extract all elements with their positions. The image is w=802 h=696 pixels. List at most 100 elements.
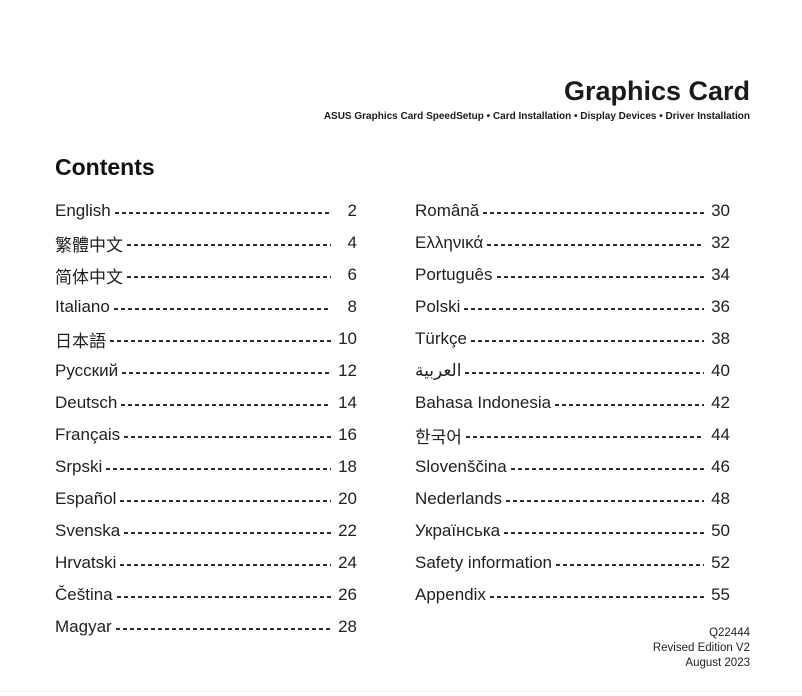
toc-dash-leader — [464, 308, 704, 310]
toc-page-number: 30 — [711, 201, 730, 220]
toc-row[interactable]: Bahasa Indonesia 42 — [415, 387, 730, 419]
toc-dash-leader — [496, 276, 704, 278]
toc-row[interactable]: Français 16 — [55, 419, 357, 451]
toc-label: Українська — [415, 521, 501, 540]
toc-label: Italiano — [55, 297, 110, 316]
toc-label: Magyar — [55, 617, 112, 636]
toc-label: Русский — [55, 361, 119, 380]
toc-row[interactable]: Appendix 55 — [415, 579, 730, 611]
toc-row[interactable]: العربية 40 — [415, 355, 730, 387]
edition-label: Revised Edition V2 — [652, 642, 750, 654]
toc-label: Appendix — [415, 585, 486, 604]
toc-row[interactable]: Magyar 28 — [55, 611, 357, 643]
toc-row[interactable]: English 2 — [55, 195, 357, 227]
toc-row[interactable]: Čeština 26 — [55, 579, 357, 611]
toc-page-number: 20 — [338, 489, 357, 508]
toc-page-number: 40 — [711, 361, 730, 380]
toc-label: Ελληνικά — [415, 233, 484, 252]
toc-label: 日本語 — [55, 331, 106, 351]
toc-row[interactable]: Srpski 18 — [55, 451, 357, 483]
toc-page-number: 8 — [347, 297, 357, 316]
toc-label: 简体中文 — [55, 267, 123, 287]
revision-block: Q22444 Revised Edition V2 August 2023 — [653, 626, 750, 671]
toc-label: Deutsch — [55, 393, 118, 412]
toc-label: Safety information — [415, 553, 553, 572]
toc-page-number: 32 — [711, 233, 730, 252]
toc-row[interactable]: Svenska 22 — [55, 515, 357, 547]
toc-page-number: 38 — [711, 329, 730, 348]
toc-dash-leader — [110, 340, 331, 342]
toc-row[interactable]: Slovenščina 46 — [415, 451, 730, 483]
toc-page-number: 52 — [711, 553, 730, 572]
toc-row[interactable]: Русский 12 — [55, 355, 357, 387]
toc-dash-leader — [116, 596, 331, 598]
toc-row[interactable]: Română 30 — [415, 195, 730, 227]
toc-row[interactable]: 한국어 44 — [415, 419, 730, 451]
toc-label: 한국어 — [415, 427, 462, 447]
toc-row[interactable]: 简体中文 6 — [55, 259, 357, 291]
document-title: Graphics Card — [563, 76, 750, 106]
part-number: Q22444 — [709, 627, 750, 639]
toc-page-number: 22 — [338, 521, 357, 540]
toc-dash-leader — [489, 596, 704, 598]
toc-dash-leader — [483, 212, 704, 214]
toc-dash-leader — [465, 436, 704, 438]
toc-label: Nederlands — [415, 489, 502, 508]
toc-dash-leader — [505, 500, 704, 502]
toc-label: Slovenščina — [415, 457, 507, 476]
toc-page-number: 14 — [338, 393, 357, 412]
contents-heading: Contents — [55, 154, 155, 180]
toc-page-number: 18 — [338, 457, 357, 476]
toc-row[interactable]: Hrvatski 24 — [55, 547, 357, 579]
toc-row[interactable]: Türkçe 38 — [415, 323, 730, 355]
toc-dash-leader — [127, 276, 331, 278]
toc-page-number: 48 — [711, 489, 730, 508]
toc-label: Bahasa Indonesia — [415, 393, 552, 412]
toc-row[interactable]: Italiano 8 — [55, 291, 357, 323]
toc-row[interactable]: Safety information 52 — [415, 547, 730, 579]
toc-row[interactable]: Polski 36 — [415, 291, 730, 323]
toc-dash-leader — [487, 244, 704, 246]
toc-page-number: 4 — [347, 233, 357, 252]
toc-dash-leader — [510, 468, 704, 470]
document-subtitle: ASUS Graphics Card SpeedSetup • Card Ins… — [323, 111, 750, 122]
toc-page-number: 6 — [347, 265, 357, 284]
toc-dash-leader — [124, 532, 331, 534]
toc-label: Türkçe — [415, 329, 467, 348]
toc-dash-leader — [556, 564, 704, 566]
toc-dash-leader — [114, 212, 331, 214]
toc-dash-leader — [120, 564, 331, 566]
toc-label: Čeština — [55, 585, 113, 604]
toc-label: Polski — [415, 297, 461, 316]
toc-label: English — [55, 201, 111, 220]
toc-row[interactable]: Nederlands 48 — [415, 483, 730, 515]
toc-page-number: 34 — [711, 265, 730, 284]
toc-row[interactable]: Deutsch 14 — [55, 387, 357, 419]
toc-page-number: 42 — [711, 393, 730, 412]
toc-page-number: 26 — [338, 585, 357, 604]
toc-page-number: 44 — [711, 425, 730, 444]
toc-row[interactable]: 繁體中文 4 — [55, 227, 357, 259]
toc-column-left: English 2 繁體中文 4 简体中文 6 Italiano 8 日本語 10 Русский 1… — [55, 195, 357, 643]
toc-label: Français — [55, 425, 121, 444]
toc-dash-leader — [106, 468, 331, 470]
toc-row[interactable]: Español 20 — [55, 483, 357, 515]
toc-label: العربية — [415, 361, 462, 380]
toc-dash-leader — [124, 436, 331, 438]
toc-column-right: Română 30 Ελληνικά 32 Português 34 Polski 36 Tür… — [415, 195, 730, 611]
toc-dash-leader — [470, 340, 704, 342]
toc-page-number: 16 — [338, 425, 357, 444]
toc-dash-leader — [113, 308, 331, 310]
toc-label: Hrvatski — [55, 553, 117, 572]
toc-row[interactable]: 日本語 10 — [55, 323, 357, 355]
toc-dash-leader — [555, 404, 704, 406]
toc-row[interactable]: Português 34 — [415, 259, 730, 291]
toc-dash-leader — [120, 500, 331, 502]
toc-row[interactable]: Ελληνικά 32 — [415, 227, 730, 259]
toc-label: Srpski — [55, 457, 103, 476]
toc-dash-leader — [115, 628, 331, 630]
toc-dash-leader — [465, 372, 704, 374]
toc-row[interactable]: Українська 50 — [415, 515, 730, 547]
toc-label: Português — [415, 265, 493, 284]
toc-dash-leader — [127, 244, 331, 246]
